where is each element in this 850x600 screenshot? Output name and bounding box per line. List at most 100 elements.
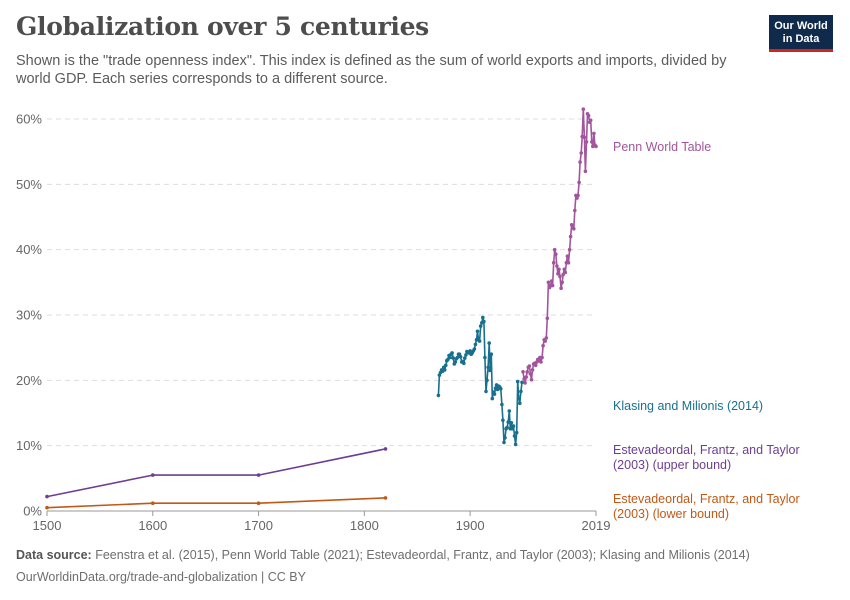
data-point <box>509 421 514 425</box>
logo-line-1: Our World <box>774 20 828 32</box>
series-layer <box>45 107 598 510</box>
data-point <box>485 378 489 383</box>
y-tick-label: 0% <box>23 504 42 519</box>
data-point <box>544 336 549 340</box>
data-point <box>451 356 456 360</box>
series-label: Estevadeordal, Frantz, and Taylor (2003) … <box>613 443 800 472</box>
data-point <box>436 393 441 398</box>
x-tick-label: 1700 <box>244 518 273 533</box>
data-point <box>151 501 155 506</box>
data-point <box>478 324 483 328</box>
data-point <box>524 375 528 379</box>
data-point <box>492 392 497 396</box>
data-source-label: Data source: <box>16 548 92 562</box>
chart-subtitle: Shown is the "trade openness index". Thi… <box>16 53 727 87</box>
data-point <box>489 352 494 357</box>
data-point <box>528 372 533 376</box>
data-point <box>581 107 586 111</box>
owid-logo[interactable]: Our World in Data <box>769 15 833 52</box>
data-point <box>579 151 583 155</box>
data-point <box>499 387 503 391</box>
series-line <box>522 108 597 384</box>
y-tick-label: 60% <box>16 112 42 127</box>
x-tick-label: 1600 <box>138 518 167 533</box>
grid-layer <box>47 118 596 447</box>
data-point <box>458 355 463 359</box>
data-point <box>559 286 563 291</box>
data-point <box>594 144 598 149</box>
data-point <box>568 234 573 239</box>
data-point <box>462 361 466 366</box>
data-point <box>507 409 512 413</box>
data-point <box>448 355 452 360</box>
data-point <box>484 389 488 394</box>
series-label-line: Klasing and Milionis (2014) <box>613 399 763 413</box>
data-point <box>578 160 582 164</box>
data-point <box>562 267 567 272</box>
data-point <box>472 347 477 351</box>
data-point <box>577 180 581 185</box>
data-point <box>500 402 504 407</box>
data-point <box>551 260 556 265</box>
data-point <box>518 401 522 406</box>
data-point <box>455 355 460 360</box>
data-point <box>552 247 557 252</box>
series-label-line: (2003) (upper bound) <box>613 458 731 472</box>
series-label-line: (2003) (lower bound) <box>613 507 729 521</box>
y-tick-label: 30% <box>16 308 42 323</box>
data-point <box>533 363 538 368</box>
x-tick-label: 1900 <box>456 518 485 533</box>
data-point <box>450 351 454 355</box>
data-point <box>582 135 587 140</box>
data-point <box>463 356 467 360</box>
data-point <box>529 377 534 382</box>
series-2 <box>45 447 388 499</box>
x-tick-label: 1800 <box>350 518 379 533</box>
data-point <box>502 440 506 445</box>
series-1 <box>436 315 524 447</box>
data-point <box>527 364 532 368</box>
data-point <box>545 316 550 321</box>
series-label-line: Penn World Table <box>613 140 711 154</box>
data-point <box>483 355 487 360</box>
data-source-note: Data source: Feenstra et al. (2015), Pen… <box>16 548 750 562</box>
data-point <box>560 280 564 285</box>
series-label-line: Estevadeordal, Frantz, and Taylor <box>613 443 800 457</box>
data-point <box>575 196 579 200</box>
data-point <box>573 208 577 213</box>
series-0 <box>521 107 598 385</box>
y-tick-label: 50% <box>16 177 42 192</box>
data-point <box>495 387 500 392</box>
data-point <box>383 447 388 451</box>
x-tick-label: 2019 <box>582 518 611 533</box>
data-point <box>543 339 547 343</box>
data-point <box>550 283 555 288</box>
data-point <box>464 353 468 357</box>
y-tick-label: 10% <box>16 438 42 453</box>
data-point <box>442 368 447 372</box>
data-point <box>554 252 558 256</box>
data-point <box>549 279 554 283</box>
source-url[interactable]: OurWorldinData.org/trade-and-globalizati… <box>16 570 306 584</box>
data-point <box>519 389 523 394</box>
data-point <box>511 424 516 428</box>
data-point <box>487 341 492 345</box>
data-point <box>523 381 527 385</box>
series-3 <box>45 496 388 510</box>
series-label-line: Estevadeordal, Frantz, and Taylor <box>613 492 800 506</box>
data-point <box>45 494 49 499</box>
data-point <box>566 260 571 265</box>
data-point <box>513 442 518 447</box>
data-point <box>45 505 49 510</box>
data-point <box>541 343 545 348</box>
chart-title: Globalization over 5 centuries <box>16 12 429 41</box>
data-point <box>256 501 261 506</box>
data-point <box>512 434 517 438</box>
series-line <box>437 316 523 446</box>
data-point <box>588 118 593 123</box>
data-point <box>556 272 560 276</box>
data-point <box>590 140 594 144</box>
data-point <box>475 329 480 334</box>
data-point <box>383 496 388 500</box>
